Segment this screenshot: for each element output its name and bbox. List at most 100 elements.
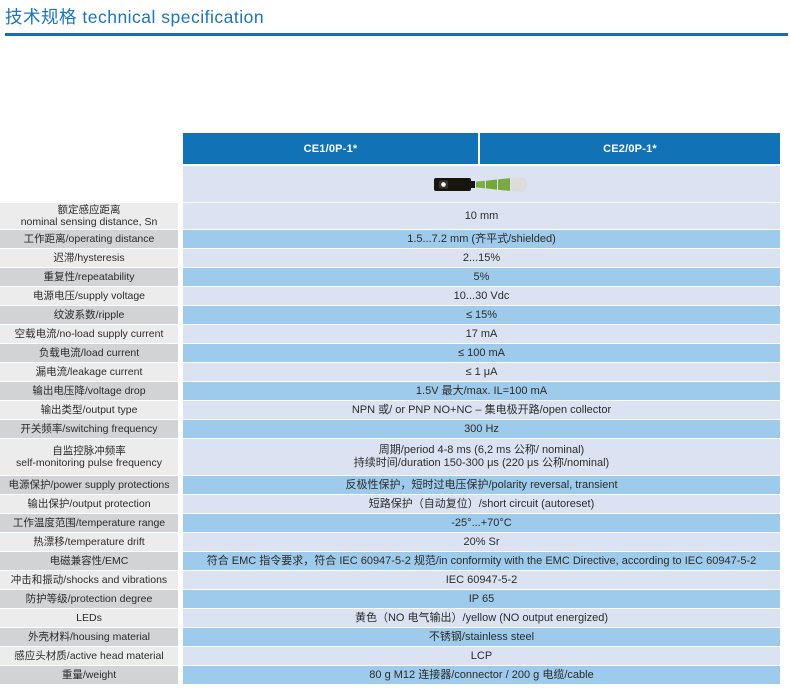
spec-row-value: 黄色（NO 电气输出）/yellow (NO output energized) — [183, 609, 780, 627]
spec-row-value: ≤ 100 mA — [183, 344, 780, 362]
spec-row: 感应头材质/active head material LCP — [0, 647, 780, 665]
spec-row-label: 感应头材质/active head material — [0, 647, 178, 665]
spec-row-label: 电源电压/supply voltage — [0, 287, 178, 305]
spec-row-label: LEDs — [0, 609, 178, 627]
spec-row-label: 空载电流/no-load supply current — [0, 325, 178, 343]
column-gap — [178, 609, 183, 627]
column-gap — [178, 287, 183, 305]
column-gap — [178, 439, 183, 475]
spec-row-label: 防护等级/protection degree — [0, 590, 178, 608]
spec-row-value: 不锈钢/stainless steel — [183, 628, 780, 646]
spec-row-value: 5% — [183, 268, 780, 286]
column-gap — [178, 666, 183, 684]
page-title: 技术规格 technical specification — [5, 7, 265, 27]
spec-row-value: 符合 EMC 指令要求，符合 IEC 60947-5-2 规范/in confo… — [183, 552, 780, 570]
spec-row-value: IP 65 — [183, 590, 780, 608]
spec-row: 开关频率/switching frequency 300 Hz — [0, 420, 780, 438]
spec-row: 空载电流/no-load supply current 17 mA — [0, 325, 780, 343]
spec-row: 防护等级/protection degree IP 65 — [0, 590, 780, 608]
column-gap — [178, 203, 183, 229]
column-gap — [178, 420, 183, 438]
spec-row-label: 电源保护/power supply protections — [0, 476, 178, 494]
column-gap — [178, 230, 183, 248]
spec-row-value: 1.5V 最大/max. IL=100 mA — [183, 382, 780, 400]
spec-row-value: 10...30 Vdc — [183, 287, 780, 305]
column-gap — [178, 514, 183, 532]
column-gap — [178, 268, 183, 286]
column-header-ce2: CE2/0P-1* — [480, 133, 780, 164]
spec-row: 负载电流/load current ≤ 100 mA — [0, 344, 780, 362]
spec-row-label: 输出保护/output protection — [0, 495, 178, 513]
spec-row-value: -25°...+70°C — [183, 514, 780, 532]
spec-row: 外壳材料/housing material 不锈钢/stainless steel — [0, 628, 780, 646]
page-header: 技术规格 technical specification — [0, 0, 790, 36]
spec-row-value: 反极性保护，短时过电压保护/polarity reversal, transie… — [183, 476, 780, 494]
column-gap — [178, 344, 183, 362]
spec-row-label: 额定感应距离 nominal sensing distance, Sn — [0, 203, 178, 229]
column-gap — [178, 533, 183, 551]
spec-row-label: 输出类型/output type — [0, 401, 178, 419]
spec-row-label: 冲击和振动/shocks and vibrations — [0, 571, 178, 589]
spec-row: 工作距离/operating distance 1.5...7.2 mm (齐平式… — [0, 230, 780, 248]
column-gap — [178, 382, 183, 400]
spec-row: 漏电流/leakage current ≤ 1 μA — [0, 363, 780, 381]
column-gap — [178, 476, 183, 494]
spec-row-label: 开关频率/switching frequency — [0, 420, 178, 438]
spec-row-value: 10 mm — [183, 203, 780, 229]
spec-row-label: 重复性/repeatability — [0, 268, 178, 286]
spec-row-value: 80 g M12 连接器/connector / 200 g 电缆/cable — [183, 666, 780, 684]
spec-row-value: 周期/period 4-8 ms (6,2 ms 公称/ nominal) 持续… — [183, 439, 780, 475]
title-underline-rule — [5, 33, 788, 36]
spec-row: 输出保护/output protection 短路保护（自动复位）/short c… — [0, 495, 780, 513]
spec-row-label: 热漂移/temperature drift — [0, 533, 178, 551]
column-header-ce1: CE1/0P-1* — [183, 133, 478, 164]
spec-row: 电源电压/supply voltage 10...30 Vdc — [0, 287, 780, 305]
column-gap — [178, 401, 183, 419]
header-spacer — [0, 133, 183, 164]
spec-row: 纹波系数/ripple ≤ 15% — [0, 306, 780, 324]
image-row-spacer — [0, 166, 183, 202]
spec-row-value: ≤ 15% — [183, 306, 780, 324]
spec-row: 冲击和振动/shocks and vibrations IEC 60947-5-2 — [0, 571, 780, 589]
spec-row-label: 工作距离/operating distance — [0, 230, 178, 248]
spec-row-label: 迟滞/hysteresis — [0, 249, 178, 267]
column-gap — [178, 571, 183, 589]
spec-row-label: 自监控脉冲频率 self-monitoring pulse frequency — [0, 439, 178, 475]
column-gap — [178, 363, 183, 381]
spec-row: 工作温度范围/temperature range -25°...+70°C — [0, 514, 780, 532]
spec-row-label: 输出电压降/voltage drop — [0, 382, 178, 400]
spec-row: LEDs 黄色（NO 电气输出）/yellow (NO output energi… — [0, 609, 780, 627]
spec-row-value: 300 Hz — [183, 420, 780, 438]
spec-row-value: IEC 60947-5-2 — [183, 571, 780, 589]
product-image-row — [0, 166, 780, 202]
spec-row: 热漂移/temperature drift 20% Sr — [0, 533, 780, 551]
column-gap — [178, 325, 183, 343]
spec-row: 重量/weight 80 g M12 连接器/connector / 200 g … — [0, 666, 780, 684]
product-image-cell — [183, 166, 780, 202]
spec-row-value: 1.5...7.2 mm (齐平式/shielded) — [183, 230, 780, 248]
spec-row-label: 负载电流/load current — [0, 344, 178, 362]
spec-row-value: 20% Sr — [183, 533, 780, 551]
spec-rows-container: 额定感应距离 nominal sensing distance, Sn 10 mm… — [0, 203, 780, 684]
spec-row: 重复性/repeatability 5% — [0, 268, 780, 286]
spec-row: 迟滞/hysteresis 2...15% — [0, 249, 780, 267]
spec-row: 输出类型/output type NPN 或/ or PNP NO+NC – 集电… — [0, 401, 780, 419]
column-gap — [178, 590, 183, 608]
table-header-row: CE1/0P-1* CE2/0P-1* — [0, 133, 780, 164]
spec-row-label: 纹波系数/ripple — [0, 306, 178, 324]
technical-specification-table: CE1/0P-1* CE2/0P-1* 额定感应距离 nominal sensi… — [0, 133, 780, 685]
spec-row: 额定感应距离 nominal sensing distance, Sn 10 mm — [0, 203, 780, 229]
spec-row-value: ≤ 1 μA — [183, 363, 780, 381]
spec-row-value: NPN 或/ or PNP NO+NC – 集电极开路/open collect… — [183, 401, 780, 419]
sensor-product-icon — [433, 177, 527, 192]
column-gap — [178, 495, 183, 513]
column-gap — [178, 552, 183, 570]
spec-row: 自监控脉冲频率 self-monitoring pulse frequency 周… — [0, 439, 780, 475]
spec-row-label: 重量/weight — [0, 666, 178, 684]
spec-row-value: LCP — [183, 647, 780, 665]
spec-row-value: 2...15% — [183, 249, 780, 267]
column-gap — [178, 628, 183, 646]
column-gap — [178, 249, 183, 267]
spec-row: 输出电压降/voltage drop 1.5V 最大/max. IL=100 mA — [0, 382, 780, 400]
spec-row-label: 电磁兼容性/EMC — [0, 552, 178, 570]
